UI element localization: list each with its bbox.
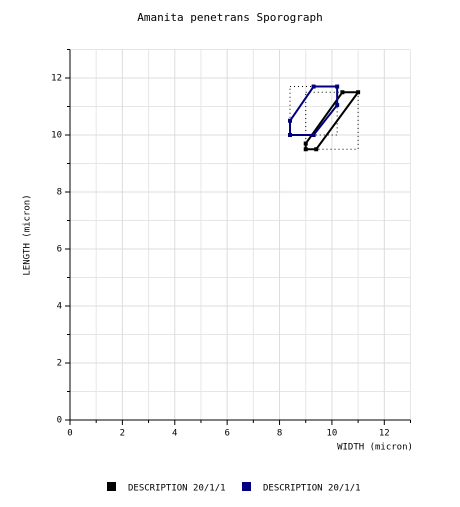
legend-swatch	[107, 482, 116, 491]
vertex	[311, 84, 316, 89]
vertex	[303, 147, 308, 152]
y-axis-label: LENGTH (micron)	[23, 194, 33, 275]
vertex	[288, 118, 293, 123]
x-tick-label: 6	[224, 429, 229, 439]
x-axis-label: WIDTH (micron)	[337, 443, 413, 453]
range-box	[305, 91, 359, 150]
y-tick-label: 8	[57, 188, 62, 198]
chart-title: Amanita penetrans Sporograph	[137, 11, 322, 24]
y-tick-label: 0	[57, 416, 62, 426]
legend-label: DESCRIPTION 20/1/1	[128, 484, 226, 494]
vertex	[311, 133, 316, 137]
vertex	[335, 84, 340, 89]
vertex	[288, 133, 293, 137]
y-tick-label: 10	[51, 131, 62, 141]
x-tick-label: 12	[379, 429, 390, 439]
y-tick-label: 4	[57, 302, 62, 312]
vertex	[335, 103, 340, 108]
vertex	[303, 141, 308, 146]
vertex	[340, 90, 345, 95]
x-tick-label: 0	[67, 429, 72, 439]
vertex	[356, 90, 361, 95]
legend-label: DESCRIPTION 20/1/1	[263, 484, 361, 494]
y-tick-label: 12	[51, 74, 62, 84]
x-tick-label: 2	[120, 429, 125, 439]
legend-swatch	[242, 482, 251, 491]
x-tick-label: 4	[172, 429, 177, 439]
y-tick-label: 2	[57, 359, 62, 369]
y-tick-label: 6	[57, 245, 62, 255]
vertex	[314, 147, 319, 152]
x-tick-label: 10	[327, 429, 338, 439]
x-tick-label: 8	[277, 429, 282, 439]
